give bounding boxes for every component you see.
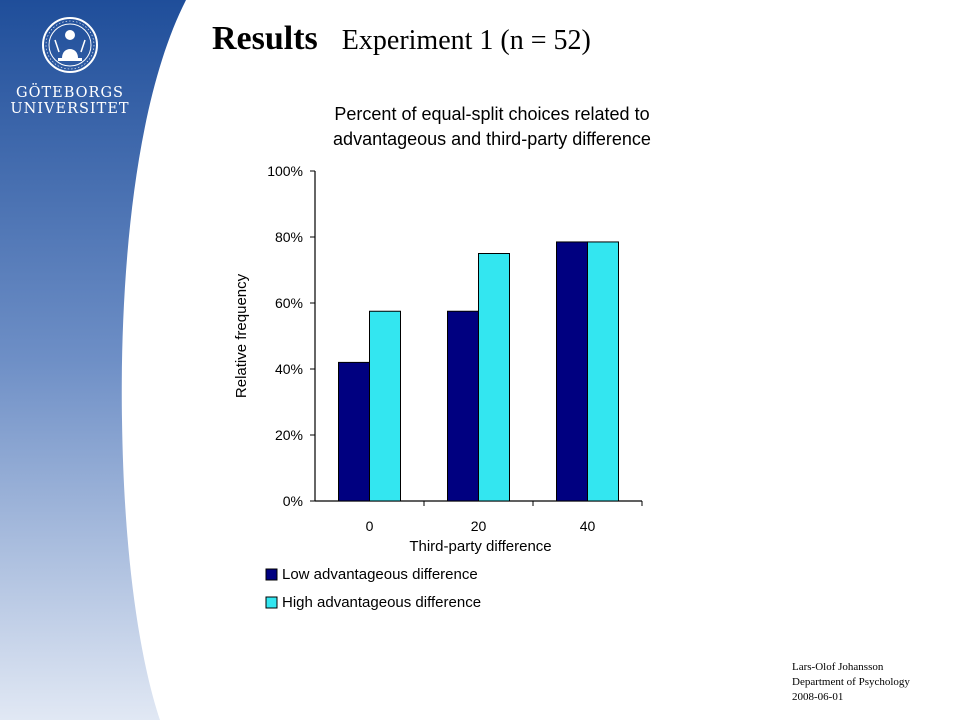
university-name-line1: GÖTEBORGS xyxy=(16,85,124,101)
x-axis-label: Third-party difference xyxy=(409,538,551,555)
bar-high-0 xyxy=(369,310,401,502)
sidebar-background xyxy=(0,0,186,720)
y-tick-label: 100% xyxy=(267,163,303,179)
bar-chart: Percent of equal-split choices related t… xyxy=(233,104,651,611)
x-tick-label: 0 xyxy=(366,518,374,534)
bar-low-20 xyxy=(447,310,479,502)
bar-low-40 xyxy=(556,241,588,502)
x-tick-label: 40 xyxy=(580,518,596,534)
legend-label-low: Low advantageous difference xyxy=(282,566,478,583)
x-tick-label: 20 xyxy=(471,518,487,534)
slide-title-main: Results xyxy=(212,20,318,57)
y-axis-label: Relative frequency xyxy=(233,273,250,398)
university-name-line2: UNIVERSITET xyxy=(10,101,130,117)
footer: Lars-Olof Johansson Department of Psycho… xyxy=(792,660,910,705)
legend-label-high: High advantageous difference xyxy=(282,594,481,611)
y-tick-label: 0% xyxy=(283,493,303,509)
y-tick-label: 20% xyxy=(275,427,303,443)
y-tick-label: 40% xyxy=(275,361,303,377)
legend-swatch-low xyxy=(265,568,278,581)
footer-date: 2008-06-01 xyxy=(792,691,844,703)
footer-department: Department of Psychology xyxy=(792,676,910,688)
chart-title-line1: Percent of equal-split choices related t… xyxy=(334,104,649,124)
slide-title-subtitle: Experiment 1 (n = 52) xyxy=(341,25,591,56)
slide-title: Results Experiment 1 (n = 52) xyxy=(212,20,591,58)
bar-high-40 xyxy=(587,241,619,502)
chart-title-line2: advantageous and third-party difference xyxy=(333,129,651,149)
bar-low-0 xyxy=(338,361,370,502)
y-tick-label: 80% xyxy=(275,229,303,245)
y-tick-label: 60% xyxy=(275,295,303,311)
bar-high-20 xyxy=(478,253,510,502)
legend-swatch-high xyxy=(265,596,278,609)
footer-author: Lars-Olof Johansson xyxy=(792,661,884,673)
university-seal-icon xyxy=(42,17,98,73)
